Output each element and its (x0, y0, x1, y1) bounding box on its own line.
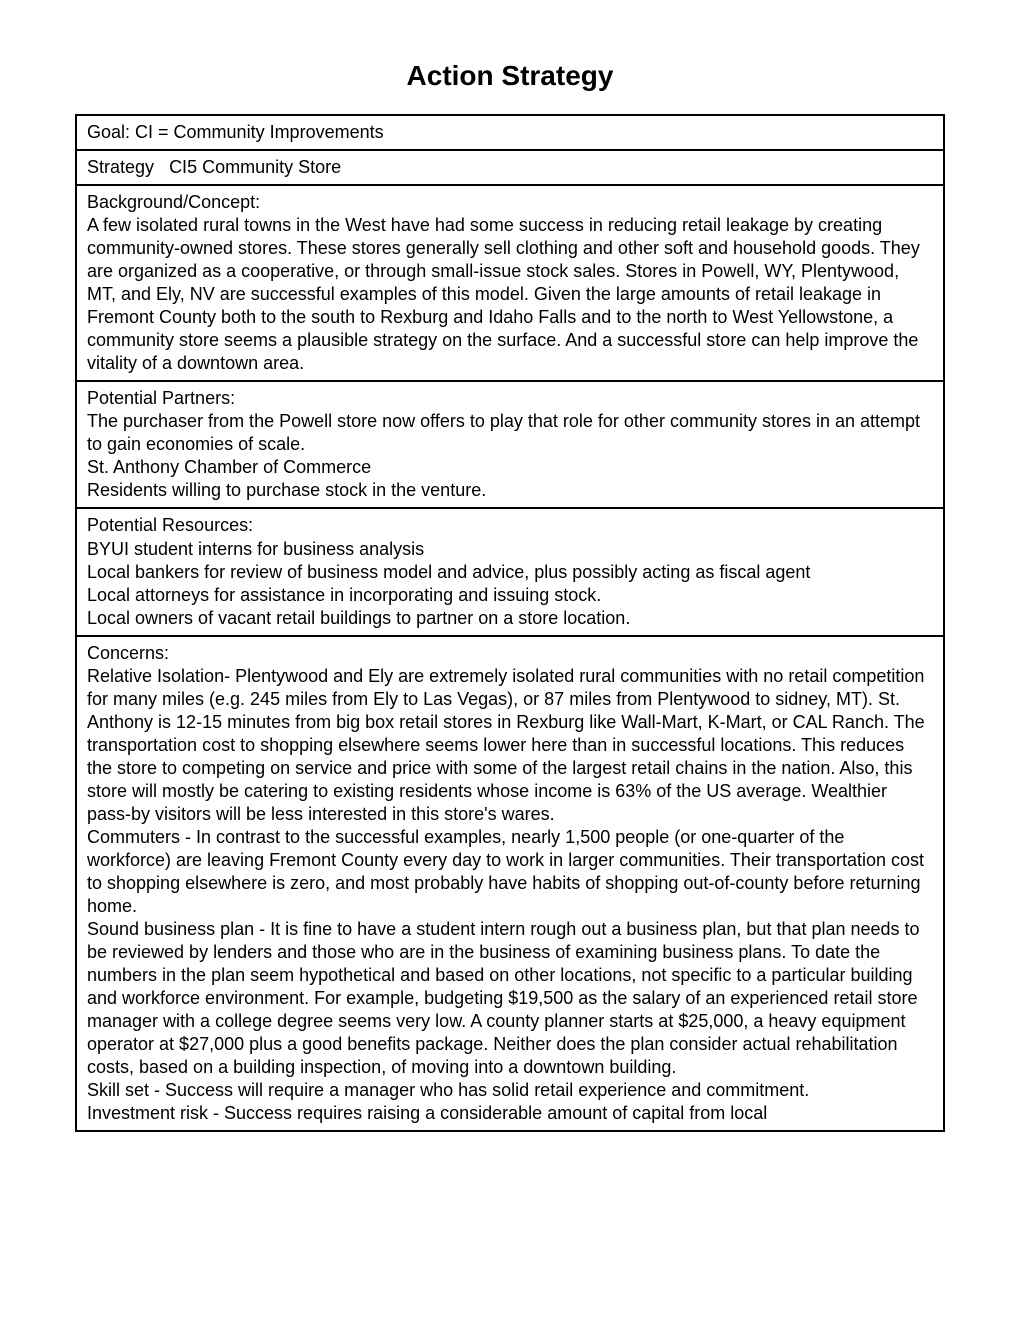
resources-cell: Potential Resources: BYUI student intern… (76, 508, 944, 635)
resources-line: Local attorneys for assistance in incorp… (87, 584, 933, 607)
partners-line: Residents willing to purchase stock in t… (87, 479, 933, 502)
concerns-para: Commuters - In contrast to the successfu… (87, 826, 933, 918)
background-heading: Background/Concept: (87, 191, 933, 214)
resources-line: Local bankers for review of business mod… (87, 561, 933, 584)
strategy-cell: Strategy CI5 Community Store (76, 150, 944, 185)
page-title: Action Strategy (75, 60, 945, 92)
spacer (154, 157, 169, 177)
concerns-para: Sound business plan - It is fine to have… (87, 918, 933, 1079)
resources-line: Local owners of vacant retail buildings … (87, 607, 933, 630)
strategy-value: CI5 Community Store (169, 157, 341, 177)
partners-cell: Potential Partners: The purchaser from t… (76, 381, 944, 508)
goal-value: CI = Community Improvements (135, 122, 384, 142)
background-cell: Background/Concept: A few isolated rural… (76, 185, 944, 381)
concerns-para: Skill set - Success will require a manag… (87, 1079, 933, 1102)
concerns-para: Investment risk - Success requires raisi… (87, 1102, 933, 1125)
resources-line: BYUI student interns for business analys… (87, 538, 933, 561)
resources-heading: Potential Resources: (87, 514, 933, 537)
concerns-cell: Concerns: Relative Isolation- Plentywood… (76, 636, 944, 1132)
concerns-heading: Concerns: (87, 642, 933, 665)
goal-cell: Goal: CI = Community Improvements (76, 115, 944, 150)
goal-label: Goal: (87, 122, 135, 142)
concerns-para: Relative Isolation- Plentywood and Ely a… (87, 665, 933, 826)
partners-line: St. Anthony Chamber of Commerce (87, 456, 933, 479)
strategy-table: Goal: CI = Community Improvements Strate… (75, 114, 945, 1132)
partners-line: The purchaser from the Powell store now … (87, 410, 933, 456)
strategy-label: Strategy (87, 157, 154, 177)
partners-heading: Potential Partners: (87, 387, 933, 410)
background-body: A few isolated rural towns in the West h… (87, 214, 933, 375)
